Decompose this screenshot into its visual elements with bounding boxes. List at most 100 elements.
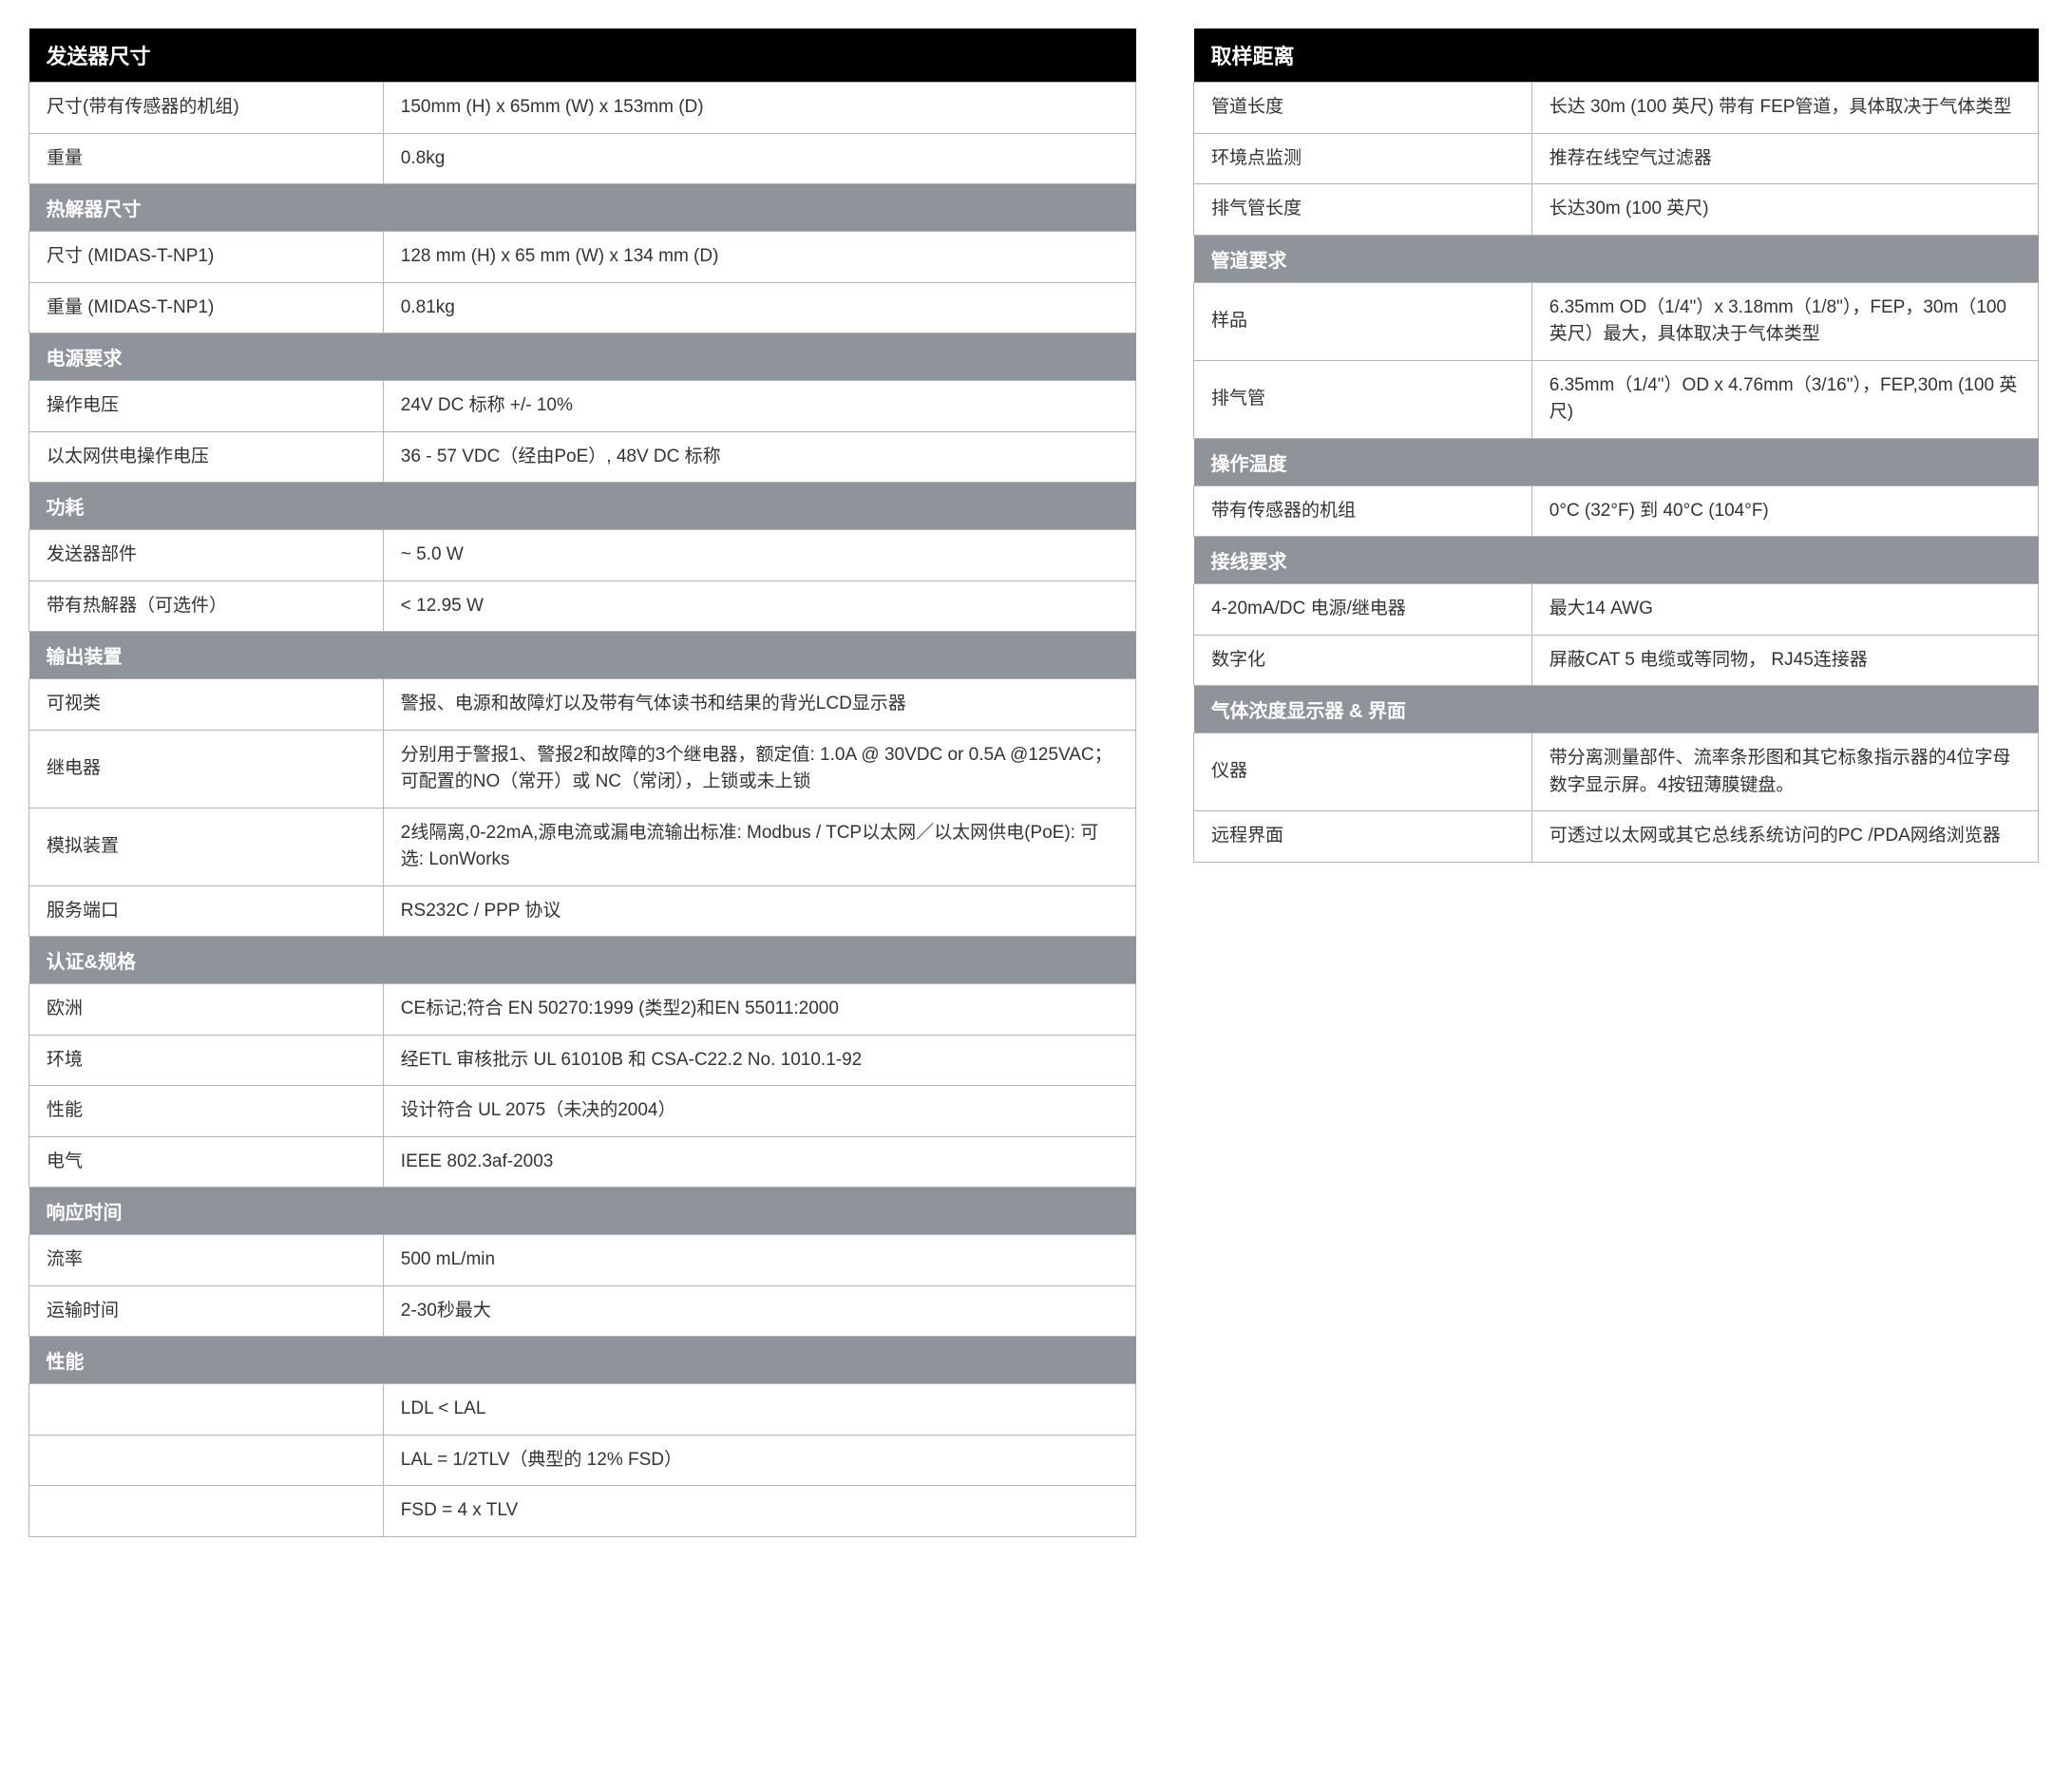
spec-label <box>29 1486 384 1537</box>
spec-label: 排气管长度 <box>1194 184 1532 236</box>
table-row: 发送器部件~ 5.0 W <box>29 530 1136 581</box>
spec-label: 尺寸 (MIDAS-T-NP1) <box>29 232 384 283</box>
spec-value: 24V DC 标称 +/- 10% <box>383 381 1135 432</box>
spec-value: RS232C / PPP 协议 <box>383 885 1135 937</box>
spec-label: 尺寸(带有传感器的机组) <box>29 83 384 134</box>
section-header: 接线要求 <box>1194 537 2039 584</box>
table-row: 样品6.35mm OD（1/4"）x 3.18mm（1/8"），FEP，30m（… <box>1194 282 2039 360</box>
spec-value: < 12.95 W <box>383 580 1135 632</box>
table-row: FSD = 4 x TLV <box>29 1486 1136 1537</box>
spec-label: 数字化 <box>1194 635 1532 686</box>
spec-label: 带有热解器（可选件） <box>29 580 384 632</box>
right-spec-table: 取样距离管道长度长达 30m (100 英尺) 带有 FEP管道，具体取决于气体… <box>1193 29 2039 863</box>
table-row: 服务端口RS232C / PPP 协议 <box>29 885 1136 937</box>
spec-value: 2-30秒最大 <box>383 1285 1135 1337</box>
table-row: 带有热解器（可选件）< 12.95 W <box>29 580 1136 632</box>
spec-value: 屏蔽CAT 5 电缆或等同物， RJ45连接器 <box>1531 635 2039 686</box>
spec-label: 样品 <box>1194 282 1532 360</box>
table-row: 流率500 mL/min <box>29 1235 1136 1286</box>
spec-label: 流率 <box>29 1235 384 1286</box>
spec-label: 模拟装置 <box>29 808 384 885</box>
section-header: 发送器尺寸 <box>29 29 1136 83</box>
spec-label: 重量 (MIDAS-T-NP1) <box>29 282 384 333</box>
spec-label: 以太网供电操作电压 <box>29 431 384 483</box>
spec-label: 欧洲 <box>29 984 384 1036</box>
table-row: 欧洲CE标记;符合 EN 50270:1999 (类型2)和EN 55011:2… <box>29 984 1136 1036</box>
table-row: 重量0.8kg <box>29 133 1136 184</box>
spec-label: 性能 <box>29 1086 384 1137</box>
table-row: 可视类警报、电源和故障灯以及带有气体读书和结果的背光LCD显示器 <box>29 679 1136 731</box>
table-row: 尺寸(带有传感器的机组)150mm (H) x 65mm (W) x 153mm… <box>29 83 1136 134</box>
section-header: 热解器尺寸 <box>29 184 1136 232</box>
spec-label: 远程界面 <box>1194 811 1532 863</box>
spec-value: FSD = 4 x TLV <box>383 1486 1135 1537</box>
spec-value: 6.35mm OD（1/4"）x 3.18mm（1/8"），FEP，30m（10… <box>1531 282 2039 360</box>
spec-value: 长达 30m (100 英尺) 带有 FEP管道，具体取决于气体类型 <box>1531 83 2039 134</box>
spec-label <box>29 1435 384 1486</box>
spec-value: 6.35mm（1/4"）OD x 4.76mm（3/16"），FEP,30m (… <box>1531 360 2039 438</box>
spec-label: 服务端口 <box>29 885 384 937</box>
spec-label: 运输时间 <box>29 1285 384 1337</box>
spec-label: 操作电压 <box>29 381 384 432</box>
spec-value: 150mm (H) x 65mm (W) x 153mm (D) <box>383 83 1135 134</box>
spec-value: ~ 5.0 W <box>383 530 1135 581</box>
spec-label: 电气 <box>29 1136 384 1188</box>
section-header: 管道要求 <box>1194 235 2039 282</box>
table-row: 操作电压24V DC 标称 +/- 10% <box>29 381 1136 432</box>
table-row: 带有传感器的机组0°C (32°F) 到 40°C (104°F) <box>1194 485 2039 537</box>
spec-label: 可视类 <box>29 679 384 731</box>
spec-value: 可透过以太网或其它总线系统访问的PC /PDA网络浏览器 <box>1531 811 2039 863</box>
table-row: 4-20mA/DC 电源/继电器最大14 AWG <box>1194 584 2039 636</box>
section-header: 气体浓度显示器 & 界面 <box>1194 686 2039 733</box>
spec-value: IEEE 802.3af-2003 <box>383 1136 1135 1188</box>
left-column: 发送器尺寸尺寸(带有传感器的机组)150mm (H) x 65mm (W) x … <box>29 29 1136 1537</box>
table-row: 以太网供电操作电压36 - 57 VDC（经由PoE）, 48V DC 标称 <box>29 431 1136 483</box>
spec-label: 发送器部件 <box>29 530 384 581</box>
table-row: 仪器带分离测量部件、流率条形图和其它标象指示器的4位字母数字显示屏。4按钮薄膜键… <box>1194 733 2039 811</box>
table-row: 继电器分别用于警报1、警报2和故障的3个继电器，额定值: 1.0A @ 30VD… <box>29 730 1136 808</box>
section-header: 性能 <box>29 1337 1136 1384</box>
section-header: 功耗 <box>29 483 1136 530</box>
spec-label: 仪器 <box>1194 733 1532 811</box>
table-row: 数字化屏蔽CAT 5 电缆或等同物， RJ45连接器 <box>1194 635 2039 686</box>
spec-value: 0.81kg <box>383 282 1135 333</box>
section-header: 认证&规格 <box>29 937 1136 984</box>
spec-value: 经ETL 审核批示 UL 61010B 和 CSA-C22.2 No. 1010… <box>383 1035 1135 1086</box>
spec-value: 500 mL/min <box>383 1235 1135 1286</box>
table-row: 模拟装置2线隔离,0-22mA,源电流或漏电流输出标准: Modbus / TC… <box>29 808 1136 885</box>
spec-value: LDL < LAL <box>383 1384 1135 1436</box>
spec-value: 警报、电源和故障灯以及带有气体读书和结果的背光LCD显示器 <box>383 679 1135 731</box>
table-row: 管道长度长达 30m (100 英尺) 带有 FEP管道，具体取决于气体类型 <box>1194 83 2039 134</box>
section-header: 电源要求 <box>29 333 1136 381</box>
table-row: LAL = 1/2TLV（典型的 12% FSD） <box>29 1435 1136 1486</box>
spec-value: 0.8kg <box>383 133 1135 184</box>
spec-label: 继电器 <box>29 730 384 808</box>
table-row: 环境点监测推荐在线空气过滤器 <box>1194 133 2039 184</box>
spec-label: 环境 <box>29 1035 384 1086</box>
right-column: 取样距离管道长度长达 30m (100 英尺) 带有 FEP管道，具体取决于气体… <box>1193 29 2039 1537</box>
spec-value: 设计符合 UL 2075（未决的2004） <box>383 1086 1135 1137</box>
table-row: 尺寸 (MIDAS-T-NP1)128 mm (H) x 65 mm (W) x… <box>29 232 1136 283</box>
spec-value: 36 - 57 VDC（经由PoE）, 48V DC 标称 <box>383 431 1135 483</box>
table-row: 排气管6.35mm（1/4"）OD x 4.76mm（3/16"），FEP,30… <box>1194 360 2039 438</box>
table-row: 排气管长度长达30m (100 英尺) <box>1194 184 2039 236</box>
spec-label: 管道长度 <box>1194 83 1532 134</box>
spec-value: 2线隔离,0-22mA,源电流或漏电流输出标准: Modbus / TCP以太网… <box>383 808 1135 885</box>
spec-label: 环境点监测 <box>1194 133 1532 184</box>
spec-label: 带有传感器的机组 <box>1194 485 1532 537</box>
section-header: 响应时间 <box>29 1188 1136 1235</box>
spec-value: 最大14 AWG <box>1531 584 2039 636</box>
table-row: 远程界面可透过以太网或其它总线系统访问的PC /PDA网络浏览器 <box>1194 811 2039 863</box>
section-header: 输出装置 <box>29 632 1136 679</box>
spec-value: LAL = 1/2TLV（典型的 12% FSD） <box>383 1435 1135 1486</box>
section-header: 取样距离 <box>1194 29 2039 83</box>
spec-label: 4-20mA/DC 电源/继电器 <box>1194 584 1532 636</box>
table-row: 环境经ETL 审核批示 UL 61010B 和 CSA-C22.2 No. 10… <box>29 1035 1136 1086</box>
spec-label: 重量 <box>29 133 384 184</box>
spec-label: 排气管 <box>1194 360 1532 438</box>
spec-value: 分别用于警报1、警报2和故障的3个继电器，额定值: 1.0A @ 30VDC o… <box>383 730 1135 808</box>
table-row: 重量 (MIDAS-T-NP1)0.81kg <box>29 282 1136 333</box>
spec-tables-container: 发送器尺寸尺寸(带有传感器的机组)150mm (H) x 65mm (W) x … <box>29 29 2043 1537</box>
left-spec-table: 发送器尺寸尺寸(带有传感器的机组)150mm (H) x 65mm (W) x … <box>29 29 1136 1537</box>
spec-value: 0°C (32°F) 到 40°C (104°F) <box>1531 485 2039 537</box>
